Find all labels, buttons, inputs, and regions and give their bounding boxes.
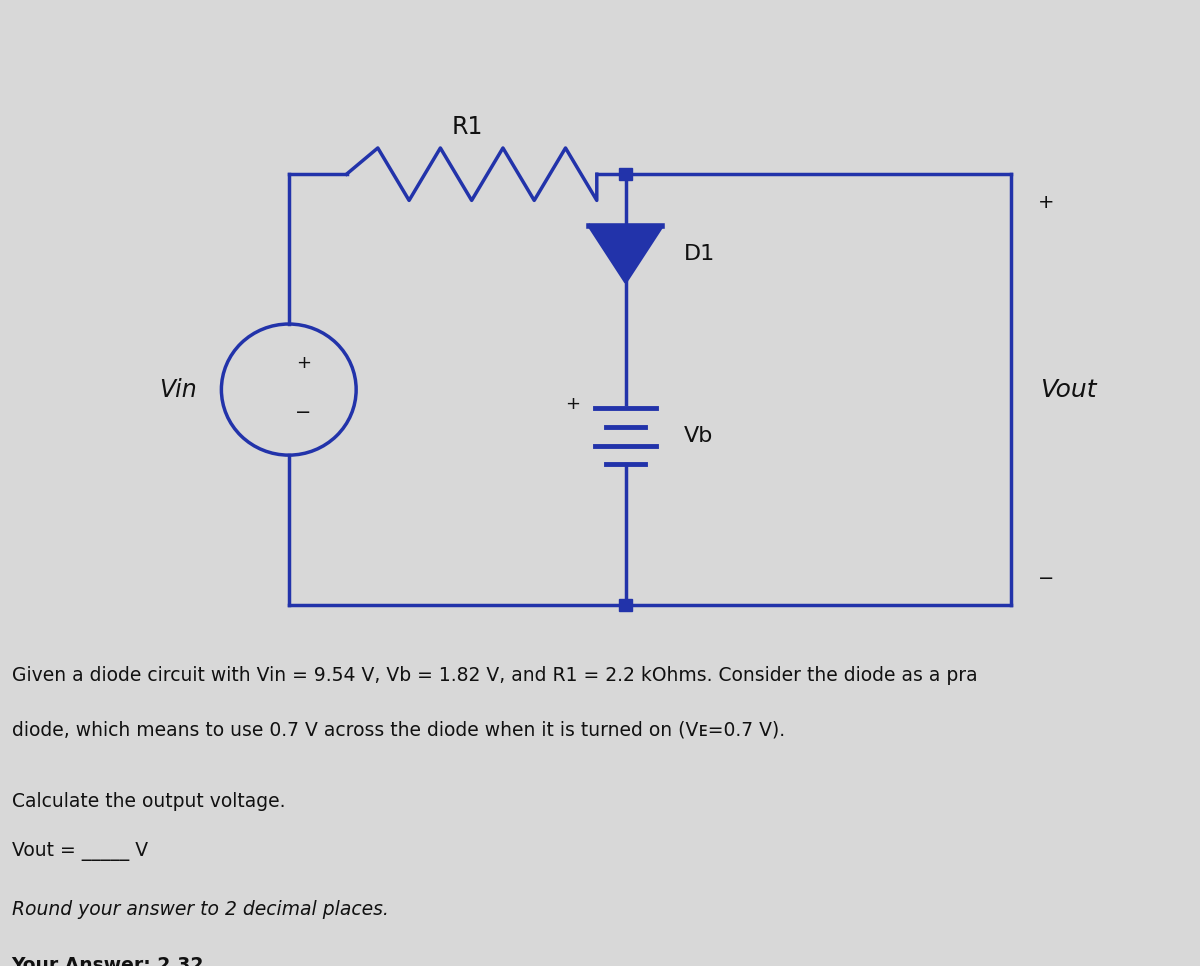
Text: Given a diode circuit with Vin = 9.54 V, Vb = 1.82 V, and R1 = 2.2 kOhms. Consid: Given a diode circuit with Vin = 9.54 V,… bbox=[12, 666, 977, 685]
Text: D1: D1 bbox=[684, 243, 715, 264]
FancyBboxPatch shape bbox=[619, 168, 632, 181]
Text: +: + bbox=[295, 355, 311, 372]
Text: −: − bbox=[295, 404, 311, 422]
Polygon shape bbox=[589, 226, 662, 282]
Text: Vout: Vout bbox=[1039, 378, 1096, 402]
Text: −: − bbox=[1038, 569, 1054, 588]
Text: +: + bbox=[1038, 193, 1054, 212]
Text: R1: R1 bbox=[451, 115, 482, 138]
Text: Round your answer to 2 decimal places.: Round your answer to 2 decimal places. bbox=[12, 900, 389, 919]
Text: diode, which means to use 0.7 V across the diode when it is turned on (Vᴇ=0.7 V): diode, which means to use 0.7 V across t… bbox=[12, 721, 785, 739]
Text: Vin: Vin bbox=[160, 378, 197, 402]
FancyBboxPatch shape bbox=[619, 599, 632, 611]
Text: Calculate the output voltage.: Calculate the output voltage. bbox=[12, 792, 286, 811]
Text: +: + bbox=[565, 395, 581, 412]
Text: Vb: Vb bbox=[684, 426, 713, 446]
Text: Vout = _____ V: Vout = _____ V bbox=[12, 842, 148, 861]
Text: Your Answer: 2.32: Your Answer: 2.32 bbox=[12, 956, 204, 966]
